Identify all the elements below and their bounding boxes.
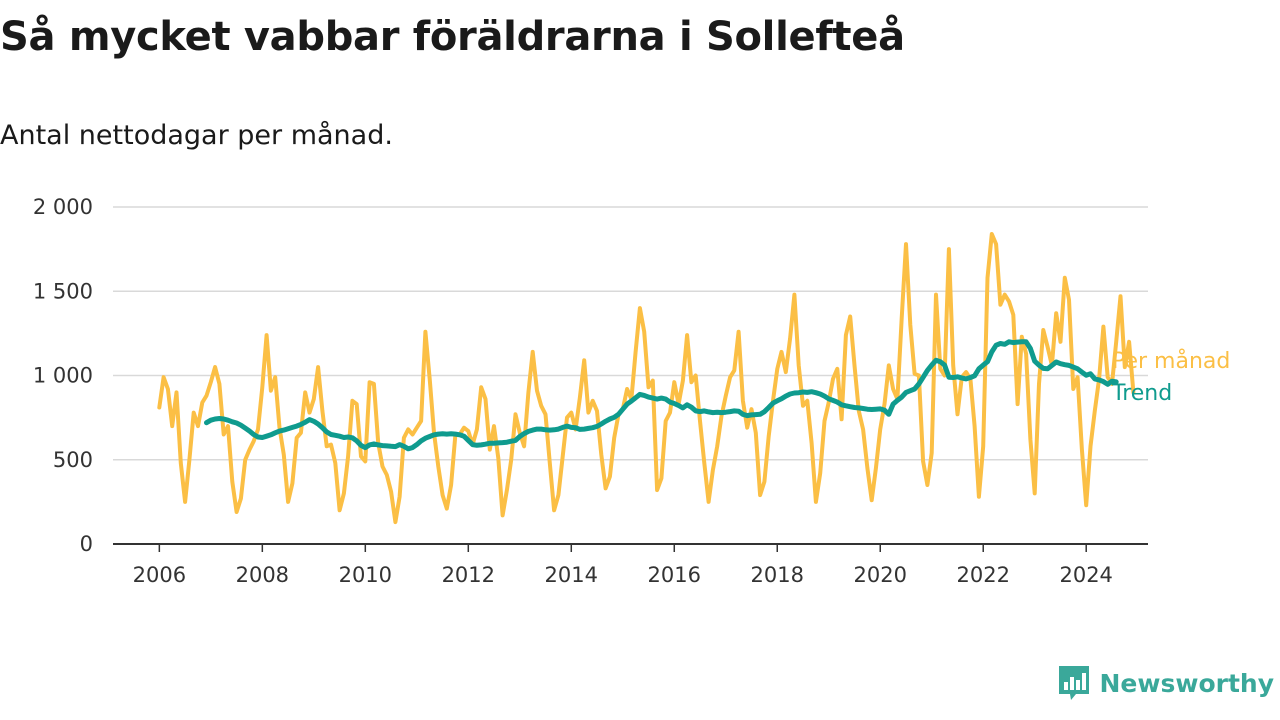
legend-label-per-manad: Per månad [1112, 348, 1230, 374]
series-line-trend [204, 339, 1119, 452]
series-line-per-manad [157, 232, 1136, 525]
legend: Per månad Trend [1111, 348, 1230, 406]
x-tick-label: 2012 [442, 563, 495, 587]
legend-label-trend: Trend [1111, 381, 1172, 406]
x-tick-label: 2014 [545, 563, 598, 587]
x-tick-label: 2008 [236, 563, 289, 587]
x-axis: 2006 2008 2010 2012 2014 2016 2018 2020 2022 2024 [113, 543, 1148, 587]
x-tick-label: 2022 [956, 563, 1009, 587]
x-tick-label: 2010 [339, 563, 392, 587]
y-tick-label: 2 000 [33, 195, 93, 219]
chart-title: Så mycket vabbar föräldrarna i Sollefteå [0, 14, 905, 60]
y-tick-label: 0 [80, 532, 93, 556]
grid-lines [113, 206, 1148, 461]
brand-name: Newsworthy [1099, 668, 1275, 698]
y-tick-label: 1 500 [33, 279, 93, 303]
chart-subtitle: Antal nettodagar per månad. [0, 120, 393, 151]
y-tick-label: 1 000 [33, 364, 93, 388]
x-tick-label: 2016 [648, 563, 701, 587]
x-tick-label: 2006 [133, 563, 186, 587]
y-axis: 0 500 1 000 1 500 2 000 [33, 195, 93, 556]
x-tick-label: 2024 [1059, 563, 1112, 587]
series-lines [157, 232, 1136, 525]
newsworthy-logo-icon [1058, 666, 1089, 700]
x-tick-label: 2018 [751, 563, 804, 587]
x-tick-label: 2020 [854, 563, 907, 587]
y-tick-label: 500 [53, 448, 93, 472]
newsworthy-brand[interactable]: Newsworthy [1056, 664, 1275, 702]
